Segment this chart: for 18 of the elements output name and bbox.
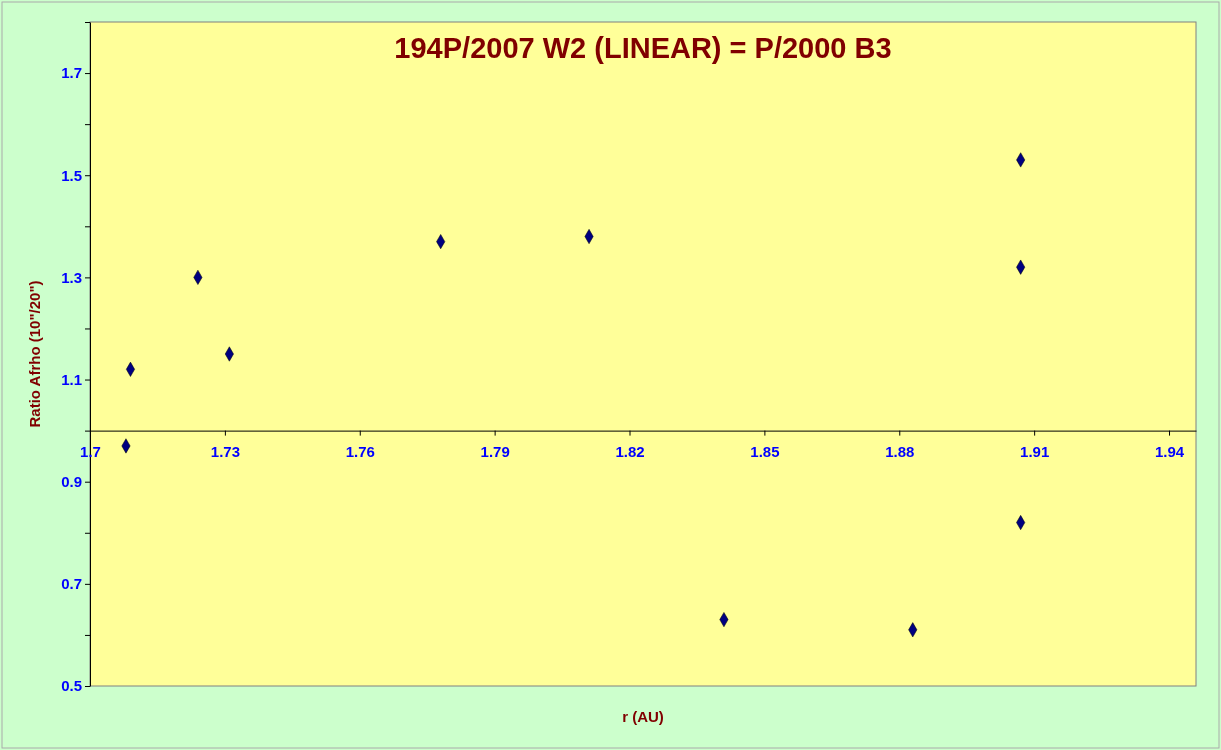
x-tick-label: 1.73 [210, 442, 240, 460]
y-tick-label: 0.5 [61, 677, 82, 695]
x-tick-label: 1.94 [1154, 442, 1185, 460]
y-tick-label: 1.1 [61, 370, 82, 388]
x-axis-title: r (AU) [622, 708, 664, 725]
chart-title: 194P/2007 W2 (LINEAR) = P/2000 B3 [394, 32, 892, 64]
x-tick-label: 1.82 [615, 442, 645, 460]
x-tick-label: 1.76 [345, 442, 375, 460]
y-tick-label: 1.5 [61, 166, 82, 184]
x-tick-label: 1.91 [1020, 442, 1050, 460]
y-axis-title: Ratio Afrho (10"/20") [26, 280, 43, 428]
y-tick-label: 0.7 [61, 575, 82, 593]
x-tick-label: 1.79 [480, 442, 510, 460]
y-tick-label: 0.9 [61, 472, 82, 490]
y-tick-label: 1.7 [61, 64, 82, 82]
x-tick-label: 1.88 [885, 442, 915, 460]
y-tick-label: 1.3 [61, 268, 82, 286]
x-tick-label: 1.85 [750, 442, 780, 460]
